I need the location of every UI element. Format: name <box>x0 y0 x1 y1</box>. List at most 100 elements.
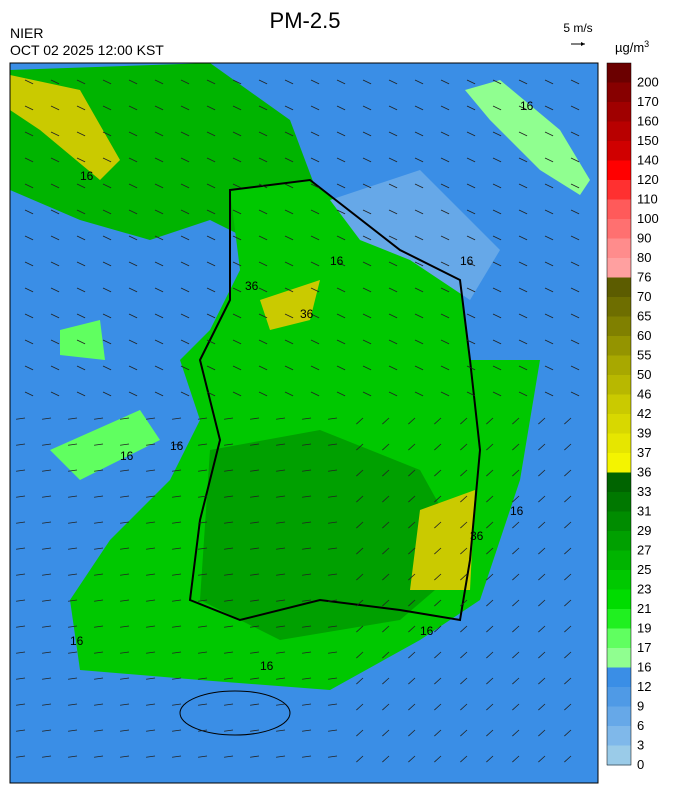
wind-arrow <box>408 521 416 529</box>
wind-arrow <box>276 729 286 732</box>
wind-arrow <box>310 339 320 345</box>
wind-arrow <box>388 365 398 371</box>
wind-arrow <box>486 703 494 711</box>
wind-arrow <box>42 521 52 524</box>
wind-arrow <box>356 417 364 425</box>
wind-arrow <box>284 105 294 111</box>
wind-arrow <box>486 573 494 581</box>
wind-arrow <box>440 235 450 241</box>
wind-arrow <box>388 79 398 85</box>
colorbar-cell <box>607 453 631 473</box>
wind-arrow <box>68 573 78 576</box>
wind-arrow <box>120 547 130 550</box>
colorbar-label: 120 <box>637 172 659 187</box>
wind-arrow <box>224 573 234 576</box>
south-dark-green <box>200 430 470 640</box>
wind-arrow <box>16 677 26 680</box>
wind-arrow <box>42 651 52 654</box>
colorbar-label: 160 <box>637 114 659 129</box>
wind-arrow <box>328 469 338 472</box>
wind-arrow <box>382 703 390 711</box>
wind-arrow <box>232 183 242 189</box>
wind-arrow <box>362 105 372 111</box>
colorbar-label: 80 <box>637 250 651 265</box>
wind-arrow <box>336 235 346 241</box>
wind-arrow <box>570 105 580 111</box>
colorbar-label: 76 <box>637 270 651 285</box>
wind-arrow <box>154 79 164 85</box>
wind-arrow <box>68 495 78 498</box>
wind-arrow <box>102 313 112 319</box>
wind-arrow <box>120 651 130 654</box>
wind-arrow <box>146 599 156 602</box>
wind-arrow <box>492 209 502 215</box>
wind-arrow <box>154 235 164 241</box>
wind-arrow <box>328 443 338 446</box>
wind-arrow <box>276 573 286 576</box>
wind-arrow <box>336 131 346 137</box>
wind-arrow <box>466 209 476 215</box>
wind-arrow <box>460 677 468 685</box>
wind-arrow <box>414 209 424 215</box>
wind-arrow <box>172 521 182 524</box>
pollution-patch <box>260 280 320 330</box>
contour-label: 16 <box>80 169 94 183</box>
wind-arrow <box>544 105 554 111</box>
wind-arrow <box>94 573 104 576</box>
wind-arrow <box>564 495 572 503</box>
wind-arrow <box>224 703 234 706</box>
wind-arrow <box>42 547 52 550</box>
colorbar-cell <box>607 297 631 317</box>
wind-arrow <box>76 235 86 241</box>
wind-arrow <box>180 287 190 293</box>
wind-arrow <box>356 677 364 685</box>
colorbar-cell <box>607 258 631 278</box>
colorbar-cell <box>607 745 631 766</box>
colorbar-cell <box>607 336 631 356</box>
wind-arrow <box>570 287 580 293</box>
wind-arrow <box>146 547 156 550</box>
wind-arrow <box>486 625 494 633</box>
wind-arrow <box>512 417 520 425</box>
wind-arrow <box>570 183 580 189</box>
wind-arrow <box>206 235 216 241</box>
wind-arrow <box>128 235 138 241</box>
wind-arrow <box>76 365 86 371</box>
wind-arrow <box>68 599 78 602</box>
wind-arrow <box>120 495 130 498</box>
wind-arrow <box>24 235 34 241</box>
wind-arrow <box>76 313 86 319</box>
wind-arrow <box>466 79 476 85</box>
wind-arrow <box>102 261 112 267</box>
wind-arrow <box>146 729 156 732</box>
wind-arrow <box>466 157 476 163</box>
wind-arrow <box>302 521 312 524</box>
wind-arrow <box>310 209 320 215</box>
wind-arrow <box>276 521 286 524</box>
wind-arrow <box>146 469 156 472</box>
wind-arrow <box>146 495 156 498</box>
wind-arrow <box>310 287 320 293</box>
wind-arrow <box>258 261 268 267</box>
wind-arrow <box>94 755 104 758</box>
wind-arrow <box>382 469 390 477</box>
wind-arrow <box>250 599 260 602</box>
wind-arrow <box>232 339 242 345</box>
wind-arrow <box>232 157 242 163</box>
colorbar-cell <box>607 609 631 629</box>
wind-arrow <box>518 235 528 241</box>
wind-arrow <box>310 183 320 189</box>
wind-arrow <box>492 287 502 293</box>
wind-arrow <box>570 79 580 85</box>
colorbar-cell <box>607 667 631 688</box>
wind-arrow <box>258 209 268 215</box>
colorbar-label: 37 <box>637 445 651 460</box>
colorbar-cell <box>607 219 631 239</box>
wind-arrow <box>414 183 424 189</box>
wind-arrow <box>206 391 216 397</box>
wind-arrow <box>388 313 398 319</box>
wind-arrow <box>258 313 268 319</box>
wind-arrow <box>50 287 60 293</box>
wind-arrow <box>408 755 416 763</box>
